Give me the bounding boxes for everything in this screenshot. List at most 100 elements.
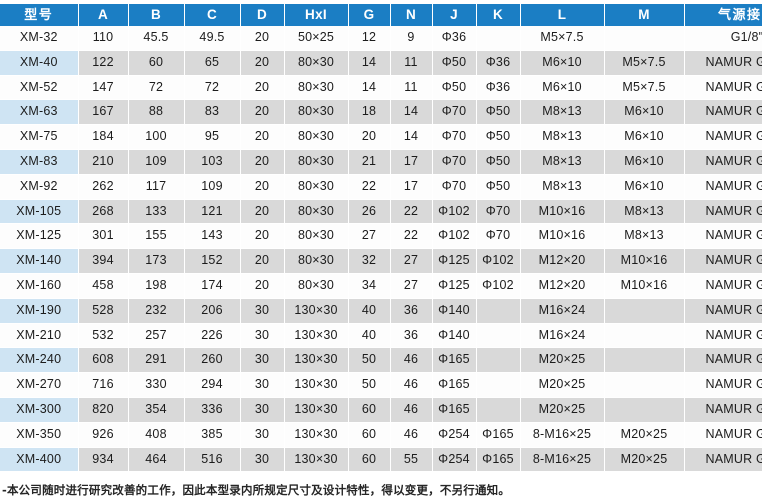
cell-B: 117 xyxy=(128,174,185,200)
dimension-specification-table: 型号ABCDHxIGNJKLM气源接口 XM-3211045.549.52050… xyxy=(0,4,762,472)
cell-B: 100 xyxy=(128,124,185,150)
column-header-K: K xyxy=(476,4,521,26)
cell-J: Φ125 xyxy=(432,273,477,299)
table-row: XM-40 122 60 65 20 80×30 14 11 Φ50 Φ36 M6×10 M5×7.5… xyxy=(0,50,762,76)
cell-G: 26 xyxy=(348,199,391,225)
cell-airport: NAMUR G1/4" xyxy=(684,223,762,250)
cell-K xyxy=(476,298,521,324)
cell-J: Φ70 xyxy=(432,149,477,175)
table-row: XM-210 532 257 226 30 130×30 40 36 Φ140 M16×24 NAM… xyxy=(0,323,762,349)
cell-B: 232 xyxy=(128,298,185,324)
cell-airport: NAMUR G1/4" xyxy=(684,124,762,150)
cell-A: 934 xyxy=(78,447,129,472)
cell-K xyxy=(476,26,521,51)
cell-D: 20 xyxy=(240,75,285,101)
cell-C: 121 xyxy=(184,199,241,225)
cell-N: 55 xyxy=(390,447,433,472)
cell-N: 36 xyxy=(390,323,433,349)
cell-airport: NAMUR G1/4" xyxy=(684,199,762,225)
cell-M: M6×10 xyxy=(604,124,685,150)
cell-K: Φ102 xyxy=(476,248,521,274)
cell-N: 46 xyxy=(390,422,433,448)
cell-HxI: 130×30 xyxy=(284,372,349,398)
cell-G: 50 xyxy=(348,347,391,374)
cell-G: 50 xyxy=(348,372,391,398)
cell-A: 301 xyxy=(78,223,129,250)
cell-HxI: 130×30 xyxy=(284,298,349,324)
cell-K xyxy=(476,372,521,398)
cell-A: 147 xyxy=(78,75,129,101)
column-header-model: 型号 xyxy=(0,4,79,26)
cell-L: M8×13 xyxy=(520,149,605,175)
cell-airport: NAMUR G1/4" xyxy=(684,149,762,175)
cell-HxI: 80×30 xyxy=(284,223,349,250)
cell-A: 820 xyxy=(78,397,129,423)
cell-M xyxy=(604,298,685,324)
cell-M xyxy=(604,323,685,349)
cell-B: 72 xyxy=(128,75,185,101)
cell-N: 27 xyxy=(390,248,433,274)
cell-K: Φ165 xyxy=(476,447,521,472)
cell-G: 60 xyxy=(348,397,391,423)
cell-M xyxy=(604,397,685,423)
cell-D: 20 xyxy=(240,50,285,76)
cell-L: M8×13 xyxy=(520,99,605,126)
table-row: XM-92 262 117 109 20 80×30 22 17 Φ70 Φ50 M8×13 M6×1… xyxy=(0,174,762,200)
table-row: XM-400 934 464 516 30 130×30 60 55 Φ254 Φ165 8-M16… xyxy=(0,447,762,472)
cell-L: 8-M16×25 xyxy=(520,422,605,448)
cell-M: M5×7.5 xyxy=(604,75,685,101)
cell-G: 14 xyxy=(348,50,391,76)
cell-A: 167 xyxy=(78,99,129,126)
cell-J: Φ254 xyxy=(432,422,477,448)
cell-C: 143 xyxy=(184,223,241,250)
cell-model: XM-190 xyxy=(0,298,79,324)
cell-N: 17 xyxy=(390,174,433,200)
cell-G: 22 xyxy=(348,174,391,200)
cell-C: 49.5 xyxy=(184,26,241,51)
cell-B: 45.5 xyxy=(128,26,185,51)
cell-airport: NAMUR G1/4" xyxy=(684,248,762,274)
table-row: XM-32 110 45.5 49.5 20 50×25 12 9 Φ36 M5×7.5 G1/8" xyxy=(0,26,762,51)
cell-K: Φ50 xyxy=(476,149,521,175)
cell-L: M6×10 xyxy=(520,75,605,101)
cell-A: 528 xyxy=(78,298,129,324)
cell-K xyxy=(476,397,521,423)
table-header: 型号ABCDHxIGNJKLM气源接口 xyxy=(0,4,762,26)
table-row: XM-75 184 100 95 20 80×30 20 14 Φ70 Φ50 M8×13 M6×10… xyxy=(0,124,762,150)
cell-K: Φ50 xyxy=(476,124,521,150)
cell-airport: NAMUR G1/4" xyxy=(684,347,762,374)
cell-M: M6×10 xyxy=(604,149,685,175)
column-header-M: M xyxy=(604,4,685,26)
cell-J: Φ165 xyxy=(432,397,477,423)
cell-airport: NAMUR G1/2" xyxy=(684,397,762,423)
cell-C: 294 xyxy=(184,372,241,398)
cell-C: 95 xyxy=(184,124,241,150)
cell-L: M8×13 xyxy=(520,174,605,200)
cell-K: Φ70 xyxy=(476,199,521,225)
cell-C: 206 xyxy=(184,298,241,324)
cell-L: M12×20 xyxy=(520,273,605,299)
cell-L: M20×25 xyxy=(520,347,605,374)
table-row: XM-125 301 155 143 20 80×30 27 22 Φ102 Φ70 M10×16 M… xyxy=(0,223,762,250)
cell-D: 30 xyxy=(240,397,285,423)
column-header-airport: 气源接口 xyxy=(684,4,762,26)
column-header-D: D xyxy=(240,4,285,26)
cell-C: 65 xyxy=(184,50,241,76)
table-row: XM-105 268 133 121 20 80×30 26 22 Φ102 Φ70 M10×16 M… xyxy=(0,199,762,225)
cell-J: Φ125 xyxy=(432,248,477,274)
table-row: XM-300 820 354 336 30 130×30 60 46 Φ165 M20×25 NAM… xyxy=(0,397,762,423)
cell-HxI: 80×30 xyxy=(284,199,349,225)
cell-D: 30 xyxy=(240,323,285,349)
cell-A: 110 xyxy=(78,26,129,51)
cell-D: 20 xyxy=(240,124,285,150)
footnote-disclaimer: -本公司随时进行研究改善的工作，因此本型录内所规定尺寸及设计特性，得以变更，不另… xyxy=(2,483,511,498)
table-row: XM-160 458 198 174 20 80×30 34 27 Φ125 Φ102 M12×20… xyxy=(0,273,762,299)
cell-J: Φ36 xyxy=(432,26,477,51)
cell-N: 27 xyxy=(390,273,433,299)
cell-A: 716 xyxy=(78,372,129,398)
cell-M xyxy=(604,372,685,398)
cell-G: 27 xyxy=(348,223,391,250)
cell-J: Φ102 xyxy=(432,223,477,250)
cell-G: 18 xyxy=(348,99,391,126)
cell-model: XM-92 xyxy=(0,174,79,200)
